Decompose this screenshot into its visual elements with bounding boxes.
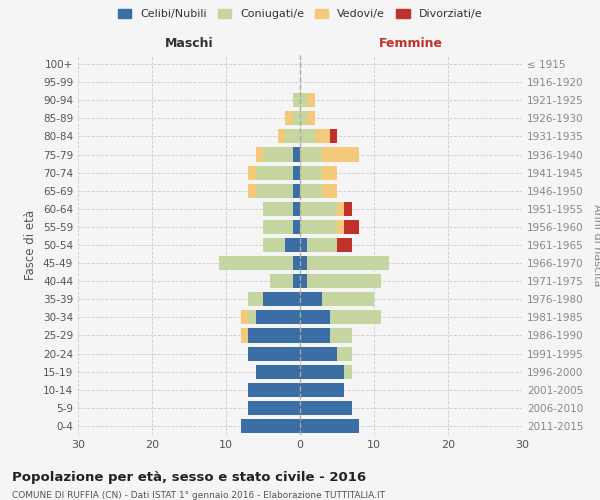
Bar — [263, 220, 293, 234]
Bar — [300, 328, 329, 342]
Bar — [241, 328, 248, 342]
Bar — [263, 238, 285, 252]
Bar — [344, 364, 352, 378]
Bar — [248, 292, 263, 306]
Bar — [285, 238, 300, 252]
Bar — [293, 93, 300, 108]
Bar — [322, 184, 337, 198]
Bar — [293, 202, 300, 216]
Bar — [293, 112, 300, 126]
Bar — [300, 238, 307, 252]
Bar — [285, 112, 293, 126]
Bar — [300, 256, 307, 270]
Y-axis label: Anni di nascita: Anni di nascita — [592, 204, 600, 286]
Bar — [300, 382, 344, 397]
Bar — [256, 310, 300, 324]
Bar — [285, 130, 300, 143]
Bar — [300, 346, 337, 360]
Bar — [300, 220, 337, 234]
Bar — [307, 256, 389, 270]
Bar — [248, 328, 300, 342]
Bar — [256, 166, 293, 179]
Bar — [248, 401, 300, 415]
Bar — [300, 166, 322, 179]
Bar — [300, 310, 329, 324]
Text: Maschi: Maschi — [164, 36, 214, 50]
Bar — [300, 130, 315, 143]
Bar — [248, 184, 256, 198]
Bar — [248, 166, 256, 179]
Bar — [315, 130, 329, 143]
Bar — [256, 148, 263, 162]
Bar — [293, 184, 300, 198]
Bar — [337, 238, 352, 252]
Bar — [300, 364, 344, 378]
Text: Popolazione per età, sesso e stato civile - 2016: Popolazione per età, sesso e stato civil… — [12, 471, 366, 484]
Bar — [256, 364, 300, 378]
Bar — [293, 148, 300, 162]
Bar — [241, 419, 300, 433]
Bar — [344, 220, 359, 234]
Bar — [241, 310, 248, 324]
Bar — [248, 382, 300, 397]
Bar — [293, 220, 300, 234]
Bar — [263, 202, 293, 216]
Bar — [263, 148, 293, 162]
Bar — [307, 274, 382, 288]
Bar — [344, 202, 352, 216]
Bar — [322, 148, 359, 162]
Bar — [218, 256, 293, 270]
Bar — [293, 166, 300, 179]
Bar — [300, 148, 322, 162]
Bar — [300, 202, 337, 216]
Bar — [337, 220, 344, 234]
Bar — [300, 274, 307, 288]
Bar — [278, 130, 285, 143]
Bar — [293, 274, 300, 288]
Bar — [307, 238, 337, 252]
Bar — [248, 310, 256, 324]
Text: Femmine: Femmine — [379, 36, 443, 50]
Bar — [300, 419, 359, 433]
Bar — [329, 130, 337, 143]
Bar — [300, 93, 307, 108]
Bar — [300, 292, 322, 306]
Bar — [337, 202, 344, 216]
Bar — [307, 93, 315, 108]
Bar — [307, 112, 315, 126]
Bar — [263, 292, 300, 306]
Bar — [329, 328, 352, 342]
Legend: Celibi/Nubili, Coniugati/e, Vedovi/e, Divorziati/e: Celibi/Nubili, Coniugati/e, Vedovi/e, Di… — [115, 6, 485, 22]
Bar — [293, 256, 300, 270]
Y-axis label: Fasce di età: Fasce di età — [25, 210, 37, 280]
Bar — [300, 401, 352, 415]
Bar — [300, 112, 307, 126]
Bar — [248, 346, 300, 360]
Bar — [329, 310, 382, 324]
Bar — [322, 166, 337, 179]
Bar — [337, 346, 352, 360]
Bar — [256, 184, 293, 198]
Bar — [300, 184, 322, 198]
Bar — [322, 292, 374, 306]
Text: COMUNE DI RUFFIA (CN) - Dati ISTAT 1° gennaio 2016 - Elaborazione TUTTITALIA.IT: COMUNE DI RUFFIA (CN) - Dati ISTAT 1° ge… — [12, 491, 385, 500]
Bar — [271, 274, 293, 288]
